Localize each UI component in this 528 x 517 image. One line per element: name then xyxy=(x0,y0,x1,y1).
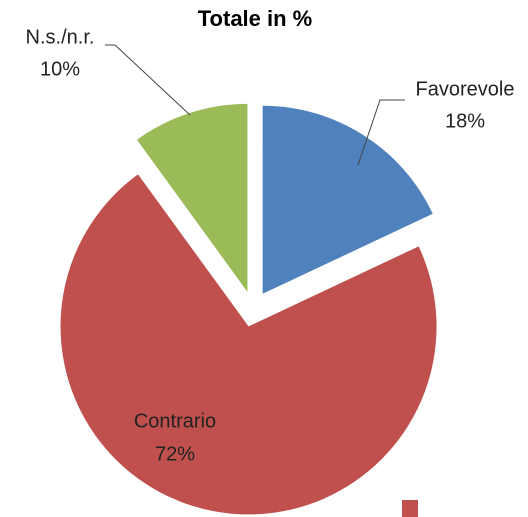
slice-label: Contrario xyxy=(134,410,216,432)
slice-label: N.s./n.r. xyxy=(26,26,95,48)
pie-slice xyxy=(262,105,433,294)
chart-title: Totale in % xyxy=(198,6,313,31)
pie-slice xyxy=(60,174,437,515)
leader-line xyxy=(357,99,405,166)
slice-value-label: 72% xyxy=(155,443,195,465)
pie-slice xyxy=(136,103,248,292)
legend-fragment xyxy=(402,500,418,517)
slice-label: Favorevole xyxy=(416,78,515,100)
leader-line xyxy=(105,44,191,116)
slice-value-label: 18% xyxy=(445,110,485,132)
slice-value-label: 10% xyxy=(40,58,80,80)
